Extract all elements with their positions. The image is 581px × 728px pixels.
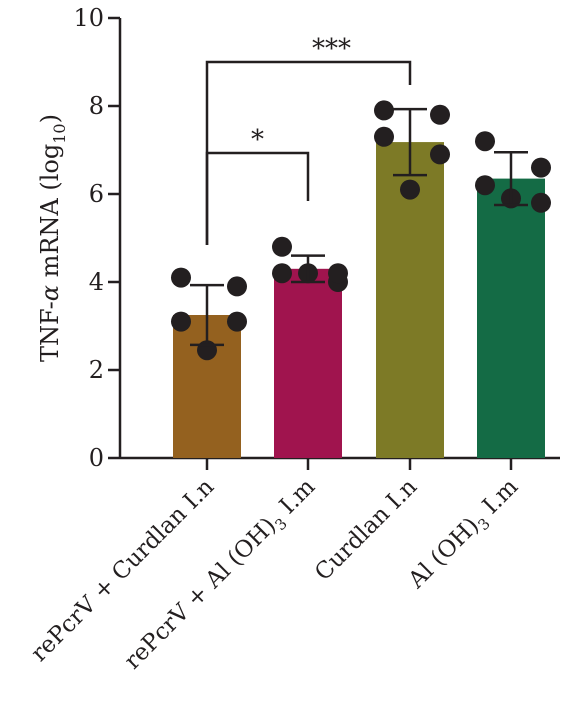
data-point bbox=[430, 104, 450, 125]
y-tick-label: 2 bbox=[89, 356, 104, 384]
significance-brackets: **** bbox=[205, 34, 412, 245]
data-point bbox=[171, 267, 191, 288]
y-tick-label: 0 bbox=[89, 444, 104, 472]
x-tick-label: rePcrV + Curdlan I.n bbox=[26, 474, 219, 667]
data-point bbox=[272, 263, 292, 284]
data-point bbox=[531, 192, 551, 213]
error-bars bbox=[190, 107, 528, 347]
y-axis-label: TNF-α mRNA (log10) bbox=[36, 114, 69, 362]
data-point bbox=[430, 144, 450, 165]
y-tick-label: 10 bbox=[73, 4, 104, 32]
data-point bbox=[227, 311, 247, 332]
data-point bbox=[227, 276, 247, 297]
x-tick-label: rePcrV + Al (OH)3 I.m bbox=[120, 474, 324, 678]
x-tick-label: Curdlan I.n bbox=[310, 474, 422, 586]
significance-bracket bbox=[205, 60, 412, 245]
y-tick-label: 8 bbox=[89, 92, 104, 120]
y-tick-label: 4 bbox=[89, 268, 104, 296]
data-point bbox=[328, 263, 348, 284]
bar bbox=[477, 178, 545, 458]
bar bbox=[274, 268, 342, 458]
data-point bbox=[400, 179, 420, 200]
data-point bbox=[531, 157, 551, 178]
data-point bbox=[475, 131, 495, 152]
data-point bbox=[475, 175, 495, 196]
data-point bbox=[272, 236, 292, 257]
significance-label: * bbox=[251, 125, 264, 155]
data-point bbox=[374, 100, 394, 121]
y-tick-label: 6 bbox=[89, 180, 104, 208]
data-point bbox=[374, 126, 394, 147]
significance-label: *** bbox=[312, 34, 351, 64]
significance-bracket bbox=[205, 151, 310, 245]
data-point bbox=[171, 311, 191, 332]
